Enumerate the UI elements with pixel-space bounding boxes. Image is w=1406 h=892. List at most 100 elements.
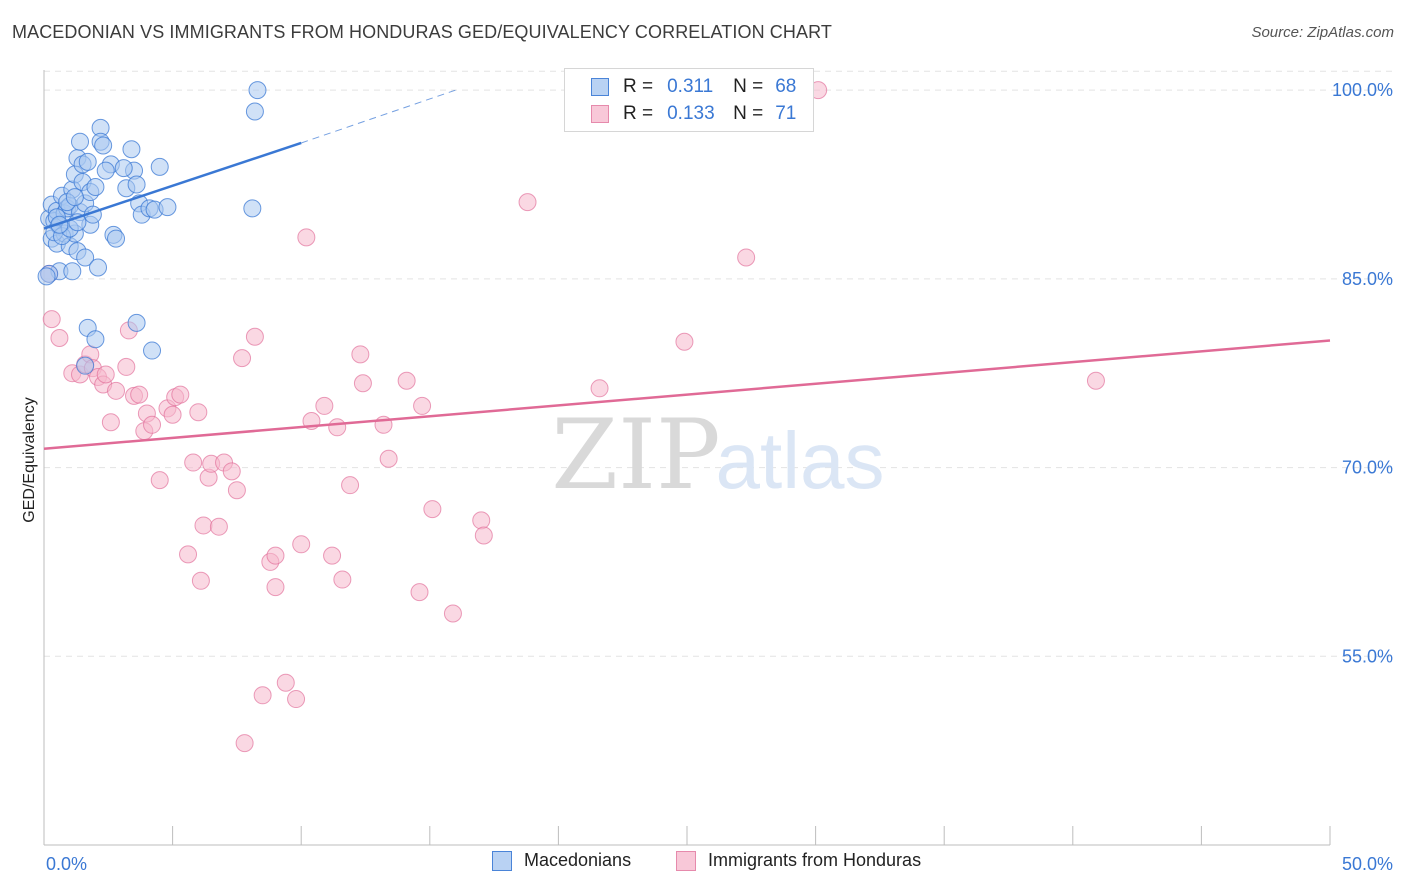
legend-item-macedonians[interactable]: Macedonians [492,850,631,871]
y-tick-label: 55.0% [1342,646,1393,666]
data-point-honduras [472,511,491,530]
legend-row-honduras: R = 0.133 N = 71 [565,101,796,127]
trend-line-macedonians-extension [301,89,456,144]
legend-item-honduras[interactable]: Immigrants from Honduras [676,850,921,871]
data-point-honduras [179,545,198,564]
trend-line-honduras [43,339,1331,450]
data-point-honduras [333,570,352,589]
data-point-honduras [235,734,254,753]
data-point-honduras [413,396,432,415]
data-point-macedonians [94,136,113,155]
data-point-honduras [245,327,264,346]
data-point-honduras [143,415,162,434]
data-point-honduras [233,349,252,368]
data-point-honduras [163,405,182,424]
series-macedonians-points [37,81,267,375]
data-point-macedonians [96,161,115,180]
data-point-honduras [341,476,360,495]
data-point-honduras [96,365,115,384]
data-point-honduras [379,449,398,468]
data-point-macedonians [65,188,84,207]
data-point-honduras [675,332,694,351]
data-point-honduras [171,385,190,404]
data-point-honduras [292,535,311,554]
data-point-honduras [518,193,537,212]
data-point-macedonians [150,157,169,176]
legend-swatch-blue [591,78,609,96]
data-point-honduras [130,385,149,404]
axes [43,70,1331,846]
data-point-macedonians [89,258,108,277]
source-label: Source: ZipAtlas.com [1251,24,1394,41]
data-point-honduras [297,228,316,247]
data-point-macedonians [71,132,90,151]
legend-row-macedonians: R = 0.311 N = 68 [565,74,796,100]
data-point-honduras [150,471,169,490]
data-point-macedonians [245,102,264,121]
data-point-honduras [353,374,372,393]
data-point-macedonians [127,313,146,332]
data-point-honduras [191,571,210,590]
data-point-honduras [227,481,246,500]
data-point-honduras [266,578,285,597]
data-point-honduras [474,526,493,545]
data-point-honduras [287,690,306,709]
data-point-honduras [189,403,208,422]
data-point-macedonians [86,178,105,197]
series-legend: Macedonians Immigrants from Honduras [0,850,1406,878]
data-point-honduras [209,517,228,536]
legend-swatch-blue [492,850,512,871]
data-point-macedonians [243,199,262,218]
y-tick-label: 85.0% [1342,269,1393,289]
data-point-honduras [184,453,203,472]
legend-n-value: 68 [775,76,797,97]
legend-swatch-pink [591,105,609,123]
legend-r-value: 0.311 [667,76,714,97]
data-point-honduras [101,413,120,432]
watermark-atlas: atlas [716,416,885,505]
data-point-macedonians [37,267,56,286]
data-point-macedonians [76,356,95,375]
data-point-honduras [323,546,342,565]
data-point-honduras [1086,371,1105,390]
data-point-macedonians [86,330,105,349]
data-point-macedonians [107,229,126,248]
watermark: ZIP atlas [551,399,884,511]
data-point-honduras [328,418,347,437]
legend-label-macedonians: Macedonians [524,850,632,870]
data-point-macedonians [127,175,146,194]
data-point-macedonians [114,159,133,178]
legend-label-honduras: Immigrants from Honduras [708,850,922,870]
data-point-macedonians [76,248,95,267]
data-point-honduras [194,516,213,535]
data-point-honduras [423,500,442,519]
data-point-honduras [315,396,334,415]
x-tick-labels: 0.0% 50.0% [46,854,1393,874]
stats-legend: R = 0.311 N = 68 R = 0.133 N = 71 [564,68,814,132]
data-point-honduras [351,345,370,364]
legend-n-label: N = [733,103,764,124]
data-point-honduras [107,381,126,400]
data-point-honduras [117,357,136,376]
trend-line-macedonians [43,141,302,230]
x-tick-label: 50.0% [1342,854,1393,874]
data-point-honduras [443,604,462,623]
data-point-honduras [397,371,416,390]
data-point-macedonians [122,140,141,159]
data-point-honduras [50,328,69,347]
legend-r-value: 0.133 [667,103,715,124]
y-tick-label: 100.0% [1332,80,1393,100]
y-tick-label: 70.0% [1342,458,1393,478]
data-point-honduras [590,379,609,398]
data-point-macedonians [248,81,267,100]
legend-r-label: R = [623,103,654,124]
data-point-honduras [42,310,61,329]
data-point-honduras [222,462,241,481]
legend-n-value: 71 [775,103,797,124]
data-point-honduras [737,248,756,267]
legend-r-label: R = [623,76,654,97]
data-point-macedonians [78,152,97,171]
data-point-macedonians [158,198,177,217]
watermark-zip: ZIP [551,399,720,511]
